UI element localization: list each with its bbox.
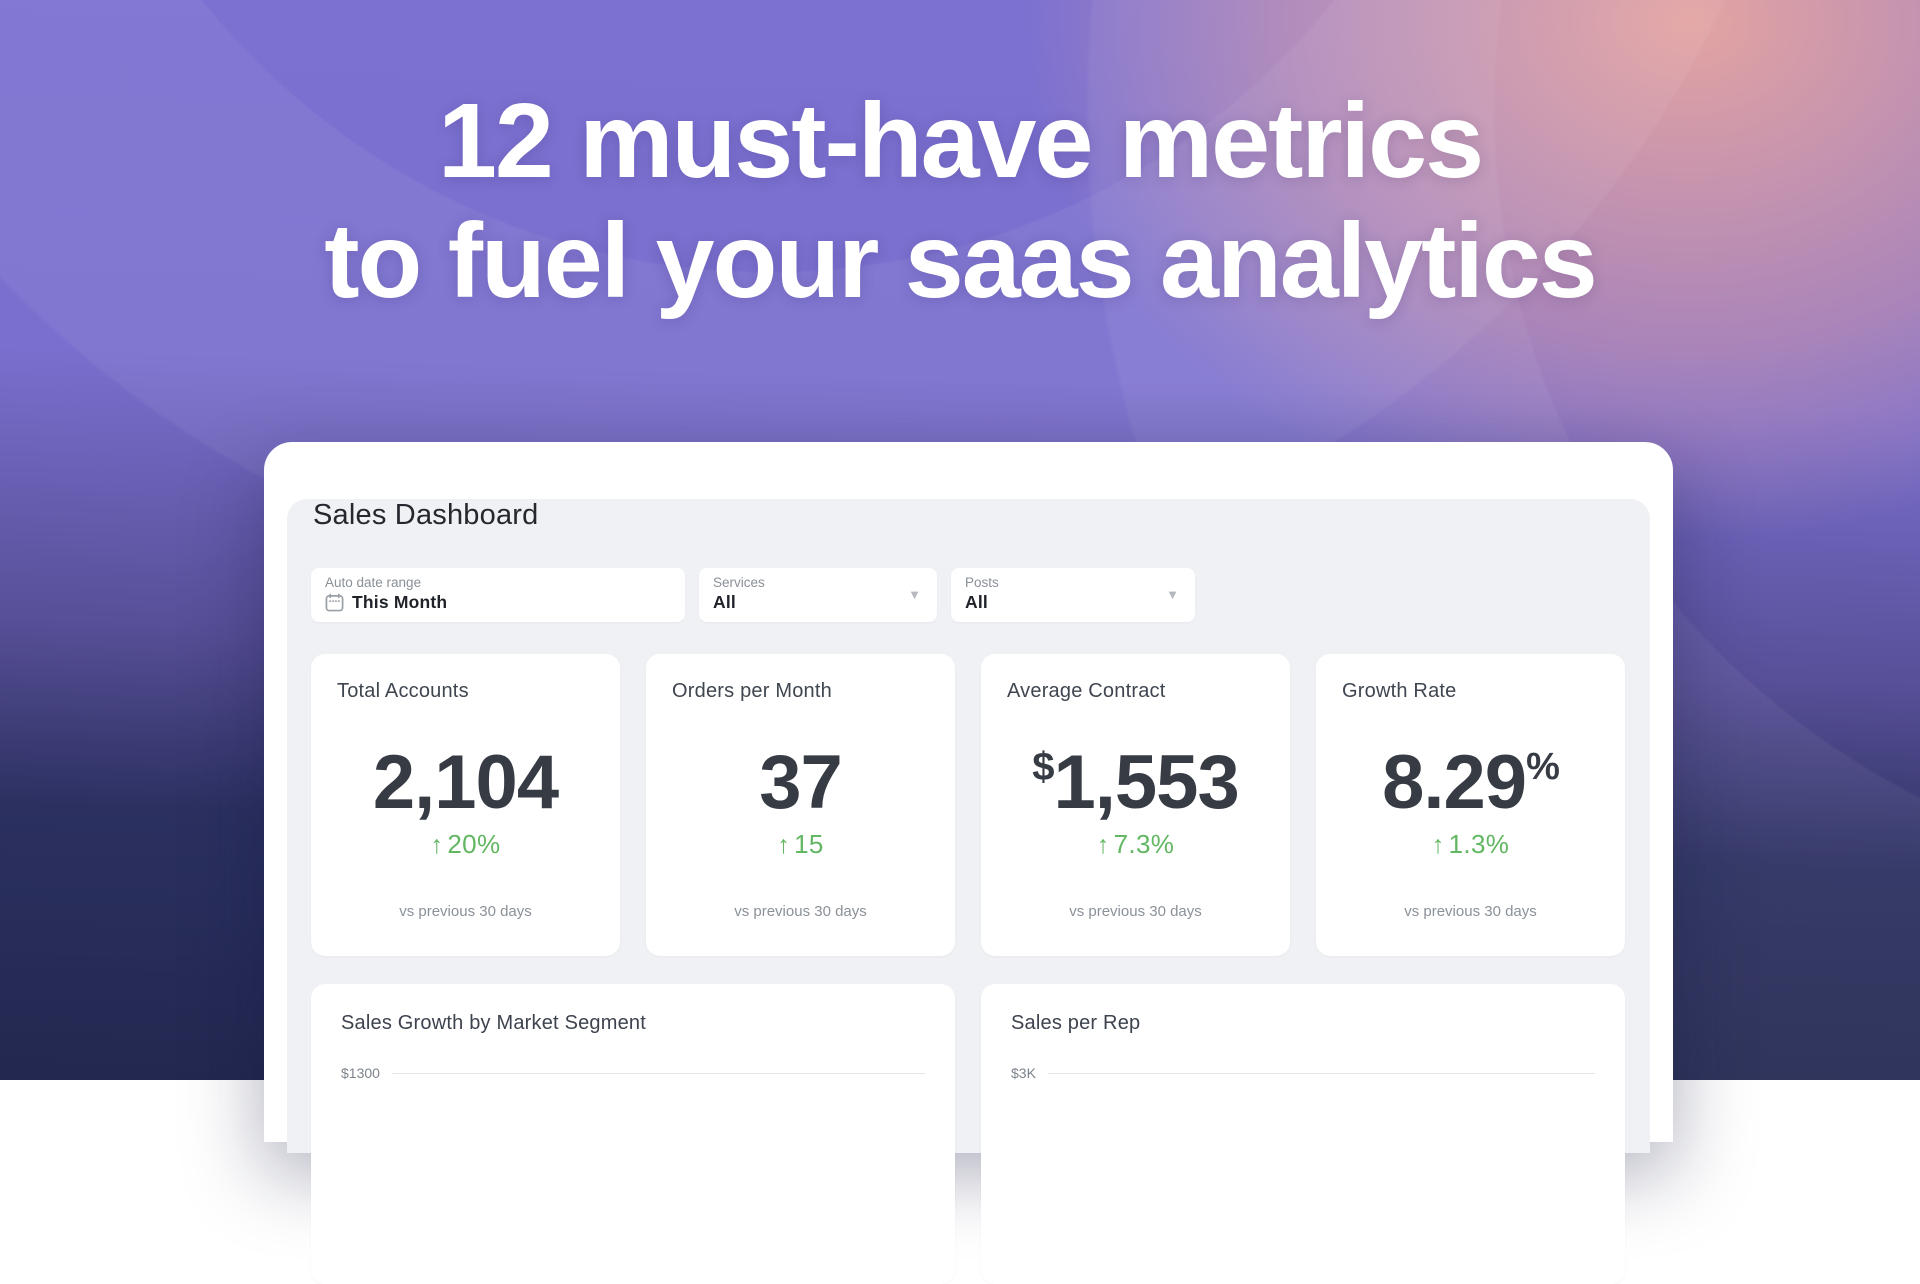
filter-date-range-value: This Month (352, 592, 447, 613)
metrics-row: Total Accounts 2,104 ↑20% vs previous 30… (311, 654, 1626, 956)
metric-footnote: vs previous 30 days (734, 903, 867, 920)
dashboard-title: Sales Dashboard (313, 499, 1626, 532)
y-axis-tick-label: $1300 (341, 1065, 380, 1081)
filter-posts-value: All (965, 592, 988, 613)
y-axis-tick-label: $3K (1011, 1065, 1036, 1081)
filter-services[interactable]: Services All ▼ (699, 568, 937, 622)
filter-services-value: All (713, 592, 736, 613)
metric-label: Average Contract (1007, 680, 1165, 703)
metric-value: $1,553 (1032, 745, 1238, 821)
metric-footnote: vs previous 30 days (399, 903, 532, 920)
calendar-icon (325, 593, 344, 612)
metric-label: Total Accounts (337, 680, 469, 703)
chevron-down-icon: ▼ (1166, 588, 1179, 601)
metric-footnote: vs previous 30 days (1069, 903, 1202, 920)
up-arrow-icon: ↑ (431, 831, 444, 859)
chart-title: Sales per Rep (1011, 1012, 1595, 1035)
metric-label: Orders per Month (672, 680, 832, 703)
filters-row: Auto date range This Month Services (311, 568, 1626, 622)
filter-date-range[interactable]: Auto date range This Month (311, 568, 685, 622)
hero-title-line2: to fuel your saas analytics (0, 202, 1920, 322)
gridline (392, 1073, 925, 1074)
metric-card-orders-per-month: Orders per Month 37 ↑15 vs previous 30 d… (646, 654, 955, 956)
hero-title: 12 must-have metrics to fuel your saas a… (0, 82, 1920, 322)
filter-posts[interactable]: Posts All ▼ (951, 568, 1195, 622)
metric-value: 8.29% (1382, 745, 1559, 821)
chart-title: Sales Growth by Market Segment (341, 1012, 925, 1035)
metric-value: 2,104 (373, 745, 558, 821)
dashboard-window: Sales Dashboard Auto date range This Mon… (264, 442, 1673, 1142)
metric-delta: ↑7.3% (1097, 829, 1174, 860)
metric-footnote: vs previous 30 days (1404, 903, 1537, 920)
up-arrow-icon: ↑ (777, 831, 790, 859)
metric-delta: ↑15 (777, 829, 823, 860)
filter-posts-label: Posts (965, 575, 1181, 590)
chevron-down-icon: ▼ (908, 588, 921, 601)
chart-card-sales-growth: Sales Growth by Market Segment $1300 (311, 984, 955, 1284)
up-arrow-icon: ↑ (1432, 831, 1445, 859)
gridline (1048, 1073, 1595, 1074)
hero-title-line1: 12 must-have metrics (0, 82, 1920, 202)
dashboard-panel: Sales Dashboard Auto date range This Mon… (287, 499, 1650, 1153)
metric-value: 37 (759, 745, 842, 821)
metric-delta: ↑1.3% (1432, 829, 1509, 860)
chart-card-sales-per-rep: Sales per Rep $3K (981, 984, 1625, 1284)
filter-date-range-label: Auto date range (325, 575, 671, 590)
metric-label: Growth Rate (1342, 680, 1456, 703)
metric-delta: ↑20% (431, 829, 501, 860)
metric-card-average-contract: Average Contract $1,553 ↑7.3% vs previou… (981, 654, 1290, 956)
filter-services-label: Services (713, 575, 923, 590)
up-arrow-icon: ↑ (1097, 831, 1110, 859)
metric-card-total-accounts: Total Accounts 2,104 ↑20% vs previous 30… (311, 654, 620, 956)
charts-row: Sales Growth by Market Segment $1300 Sal… (311, 984, 1626, 1284)
metric-card-growth-rate: Growth Rate 8.29% ↑1.3% vs previous 30 d… (1316, 654, 1625, 956)
